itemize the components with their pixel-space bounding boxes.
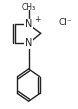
Text: N: N: [25, 38, 32, 48]
Text: CH₃: CH₃: [22, 3, 36, 12]
Text: +: +: [34, 15, 41, 24]
Text: Cl⁻: Cl⁻: [58, 18, 72, 27]
Text: N: N: [25, 20, 32, 29]
